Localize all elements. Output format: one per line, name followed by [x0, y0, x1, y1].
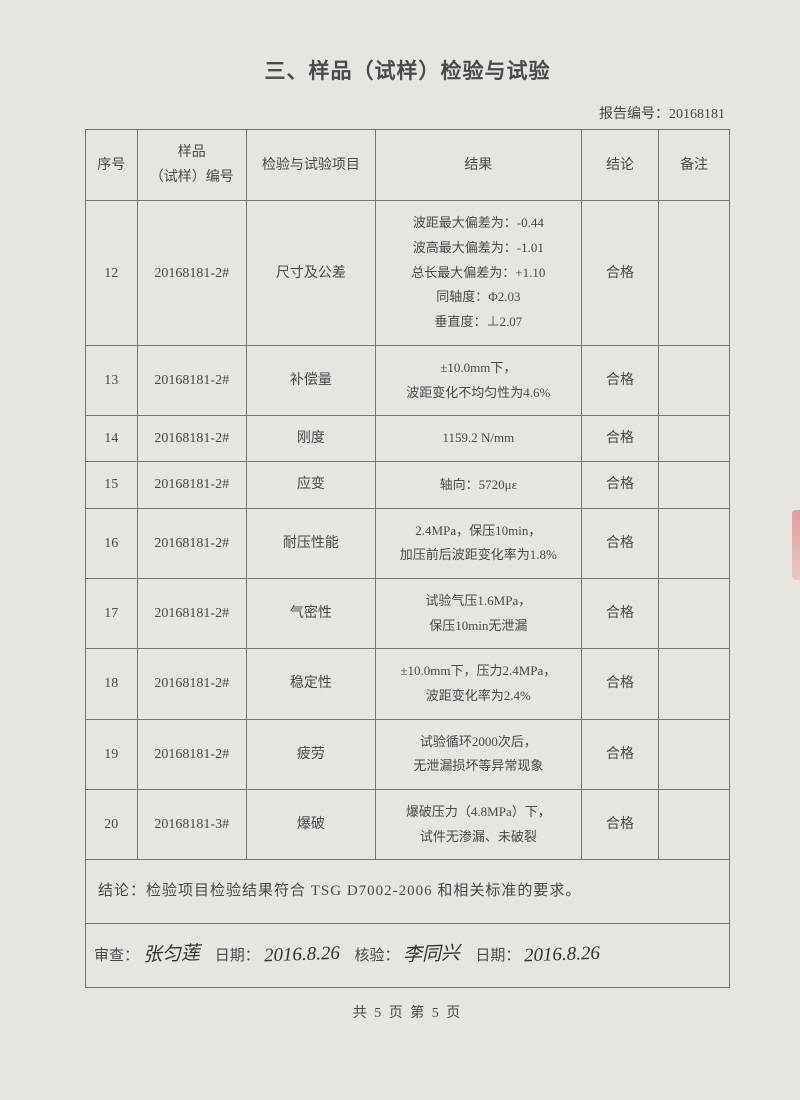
cell-seq: 15	[86, 462, 138, 508]
page-title: 三、样品（试样）检验与试验	[85, 55, 730, 85]
page-footer: 共 5 页 第 5 页	[85, 1002, 730, 1022]
cell-remark	[659, 416, 730, 462]
cell-sample: 20168181-2#	[137, 201, 246, 345]
cell-sample: 20168181-2#	[137, 649, 246, 719]
table-row: 1220168181-2#尺寸及公差波距最大偏差为：-0.44波高最大偏差为：-…	[86, 201, 730, 345]
cell-result: 爆破压力（4.8MPa）下，试件无渗漏、未破裂	[375, 790, 581, 860]
table-row: 1420168181-2#刚度1159.2 N/mm合格	[86, 416, 730, 462]
cell-seq: 16	[86, 508, 138, 578]
cell-seq: 12	[86, 201, 138, 345]
cell-remark	[659, 508, 730, 578]
header-item: 检验与试验项目	[246, 130, 375, 201]
verify-signature: 李同兴	[403, 937, 461, 973]
cell-sample: 20168181-2#	[137, 416, 246, 462]
red-edge-mark	[792, 510, 800, 580]
cell-sample: 20168181-2#	[137, 508, 246, 578]
cell-conclusion: 合格	[581, 345, 658, 415]
cell-remark	[659, 201, 730, 345]
cell-item: 刚度	[246, 416, 375, 462]
cell-result: 波距最大偏差为：-0.44波高最大偏差为：-1.01总长最大偏差为：+1.10同…	[375, 201, 581, 345]
table-row: 1520168181-2#应变轴向：5720με合格	[86, 462, 730, 508]
cell-sample: 20168181-2#	[137, 462, 246, 508]
cell-item: 尺寸及公差	[246, 201, 375, 345]
cell-conclusion: 合格	[581, 508, 658, 578]
verify-date: 2016.8.26	[524, 937, 601, 974]
conclusion-row: 结论：检验项目检验结果符合 TSG D7002-2006 和相关标准的要求。	[86, 860, 730, 924]
report-number-line: 报告编号：20168181	[85, 103, 730, 123]
cell-conclusion: 合格	[581, 649, 658, 719]
cell-seq: 20	[86, 790, 138, 860]
header-sample: 样品（试样）编号	[137, 130, 246, 201]
cell-seq: 17	[86, 578, 138, 648]
conclusion-statement: 结论：检验项目检验结果符合 TSG D7002-2006 和相关标准的要求。	[86, 860, 730, 924]
header-conclusion: 结论	[581, 130, 658, 201]
cell-result: 轴向：5720με	[375, 462, 581, 508]
cell-remark	[659, 649, 730, 719]
review-label: 审查：	[94, 948, 139, 964]
review-date: 2016.8.26	[263, 937, 340, 974]
report-number-label: 报告编号：	[599, 107, 669, 122]
cell-result: 2.4MPa，保压10min，加压前后波距变化率为1.8%	[375, 508, 581, 578]
signature-cell: 审查： 张匀莲 日期： 2016.8.26 核验： 李同兴 日期： 2016.8…	[86, 924, 730, 987]
verify-label: 核验：	[355, 948, 400, 964]
cell-result: ±10.0mm下，波距变化不均匀性为4.6%	[375, 345, 581, 415]
cell-item: 爆破	[246, 790, 375, 860]
cell-result: ±10.0mm下，压力2.4MPa，波距变化率为2.4%	[375, 649, 581, 719]
table-row: 1720168181-2#气密性试验气压1.6MPa，保压10min无泄漏合格	[86, 578, 730, 648]
cell-result: 1159.2 N/mm	[375, 416, 581, 462]
cell-result: 试验循环2000次后，无泄漏损坏等异常现象	[375, 719, 581, 789]
table-header-row: 序号 样品（试样）编号 检验与试验项目 结果 结论 备注	[86, 130, 730, 201]
cell-conclusion: 合格	[581, 462, 658, 508]
table-row: 1920168181-2#疲劳试验循环2000次后，无泄漏损坏等异常现象合格	[86, 719, 730, 789]
cell-result: 试验气压1.6MPa，保压10min无泄漏	[375, 578, 581, 648]
review-signature: 张匀莲	[142, 937, 200, 973]
cell-seq: 13	[86, 345, 138, 415]
header-result: 结果	[375, 130, 581, 201]
cell-sample: 20168181-2#	[137, 578, 246, 648]
cell-conclusion: 合格	[581, 416, 658, 462]
cell-remark	[659, 578, 730, 648]
cell-sample: 20168181-2#	[137, 345, 246, 415]
cell-conclusion: 合格	[581, 578, 658, 648]
cell-item: 耐压性能	[246, 508, 375, 578]
cell-conclusion: 合格	[581, 790, 658, 860]
cell-conclusion: 合格	[581, 201, 658, 345]
header-remark: 备注	[659, 130, 730, 201]
cell-sample: 20168181-2#	[137, 719, 246, 789]
cell-remark	[659, 790, 730, 860]
inspection-table: 序号 样品（试样）编号 检验与试验项目 结果 结论 备注 1220168181-…	[85, 129, 730, 988]
table-row: 1820168181-2#稳定性±10.0mm下，压力2.4MPa，波距变化率为…	[86, 649, 730, 719]
report-number-value: 20168181	[669, 107, 725, 122]
cell-seq: 19	[86, 719, 138, 789]
cell-sample: 20168181-3#	[137, 790, 246, 860]
cell-seq: 14	[86, 416, 138, 462]
cell-conclusion: 合格	[581, 719, 658, 789]
cell-remark	[659, 345, 730, 415]
cell-remark	[659, 719, 730, 789]
table-row: 1320168181-2#补偿量±10.0mm下，波距变化不均匀性为4.6%合格	[86, 345, 730, 415]
cell-item: 补偿量	[246, 345, 375, 415]
verify-date-label: 日期：	[475, 948, 520, 964]
cell-item: 应变	[246, 462, 375, 508]
review-date-label: 日期：	[215, 948, 260, 964]
header-seq: 序号	[86, 130, 138, 201]
cell-item: 气密性	[246, 578, 375, 648]
signature-row: 审查： 张匀莲 日期： 2016.8.26 核验： 李同兴 日期： 2016.8…	[86, 924, 730, 987]
cell-seq: 18	[86, 649, 138, 719]
cell-item: 疲劳	[246, 719, 375, 789]
table-row: 2020168181-3#爆破爆破压力（4.8MPa）下，试件无渗漏、未破裂合格	[86, 790, 730, 860]
table-row: 1620168181-2#耐压性能2.4MPa，保压10min，加压前后波距变化…	[86, 508, 730, 578]
cell-remark	[659, 462, 730, 508]
cell-item: 稳定性	[246, 649, 375, 719]
